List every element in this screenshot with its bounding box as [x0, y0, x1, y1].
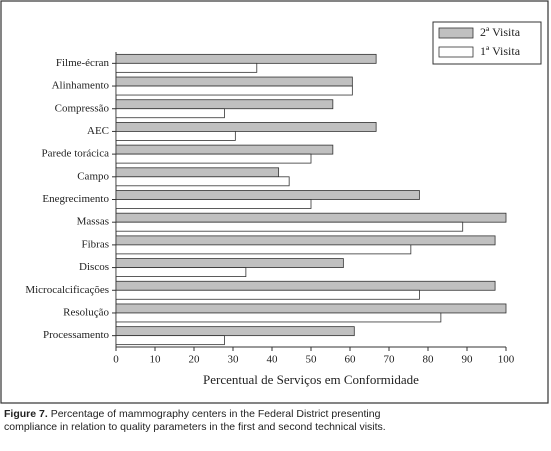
y-tick-label: AEC [87, 125, 109, 137]
y-tick-label: Processamento [43, 329, 109, 341]
y-tick-label: Alinhamento [52, 80, 110, 92]
caption-text: Percentage of mammography centers in the… [4, 408, 386, 433]
y-tick-label: Parede torácica [42, 148, 110, 160]
x-tick-label: 30 [228, 354, 240, 366]
x-tick-label: 10 [150, 354, 162, 366]
x-tick-label: 100 [498, 354, 515, 366]
x-tick-label: 40 [267, 354, 279, 366]
bar [115, 53, 377, 64]
caption: Figure 7. Percentage of mammography cent… [4, 408, 399, 434]
bar [115, 303, 507, 314]
legend-swatch [438, 27, 474, 39]
bar [115, 289, 420, 300]
bar [115, 326, 355, 337]
y-tick-label: Campo [77, 170, 109, 182]
bar [115, 167, 280, 178]
bar [115, 62, 258, 73]
frame [0, 0, 549, 404]
y-tick-label: Discos [79, 261, 109, 273]
y-tick-label: Enegrecimento [42, 193, 109, 205]
bar [115, 122, 377, 132]
bar [115, 176, 290, 187]
bar [115, 144, 334, 155]
bar [115, 267, 247, 277]
y-tick-label: Massas [77, 216, 109, 228]
x-axis-label: Percentual de Serviços em Conformidade [203, 372, 419, 387]
y-tick-label: Fibras [82, 238, 110, 250]
y-tick-label: Compressão [55, 102, 110, 114]
bar [115, 312, 442, 323]
legend-label: 2ª Visita [480, 25, 521, 39]
legend-swatch [438, 46, 474, 58]
bar [115, 85, 353, 96]
y-tick-label: Microcalcificações [25, 284, 109, 296]
legend-label: 1ª Visita [480, 44, 521, 58]
bar [115, 280, 496, 291]
bar [115, 190, 420, 200]
x-tick-label: 60 [345, 354, 357, 366]
y-tick-label: Resolução [63, 306, 109, 318]
y-tick-label: Filme-écran [56, 57, 110, 69]
x-tick-label: 0 [113, 354, 119, 366]
x-tick-label: 90 [462, 354, 474, 366]
bar [115, 153, 312, 164]
x-tick-label: 20 [189, 354, 201, 366]
bar [115, 131, 236, 141]
bar [115, 244, 412, 255]
bar [115, 99, 334, 110]
bar [115, 258, 344, 268]
bar [115, 199, 312, 209]
caption-label: Figure 7. [4, 408, 48, 420]
bar [115, 108, 225, 119]
bar [115, 221, 464, 232]
bar [115, 212, 507, 223]
x-tick-label: 80 [423, 354, 435, 366]
x-tick-label: 70 [384, 354, 396, 366]
x-tick-label: 50 [306, 354, 318, 366]
bar [115, 235, 496, 246]
bar [115, 76, 353, 87]
chart: Percentual de Serviços em Conformidade 0… [0, 0, 549, 404]
bar [115, 335, 225, 346]
